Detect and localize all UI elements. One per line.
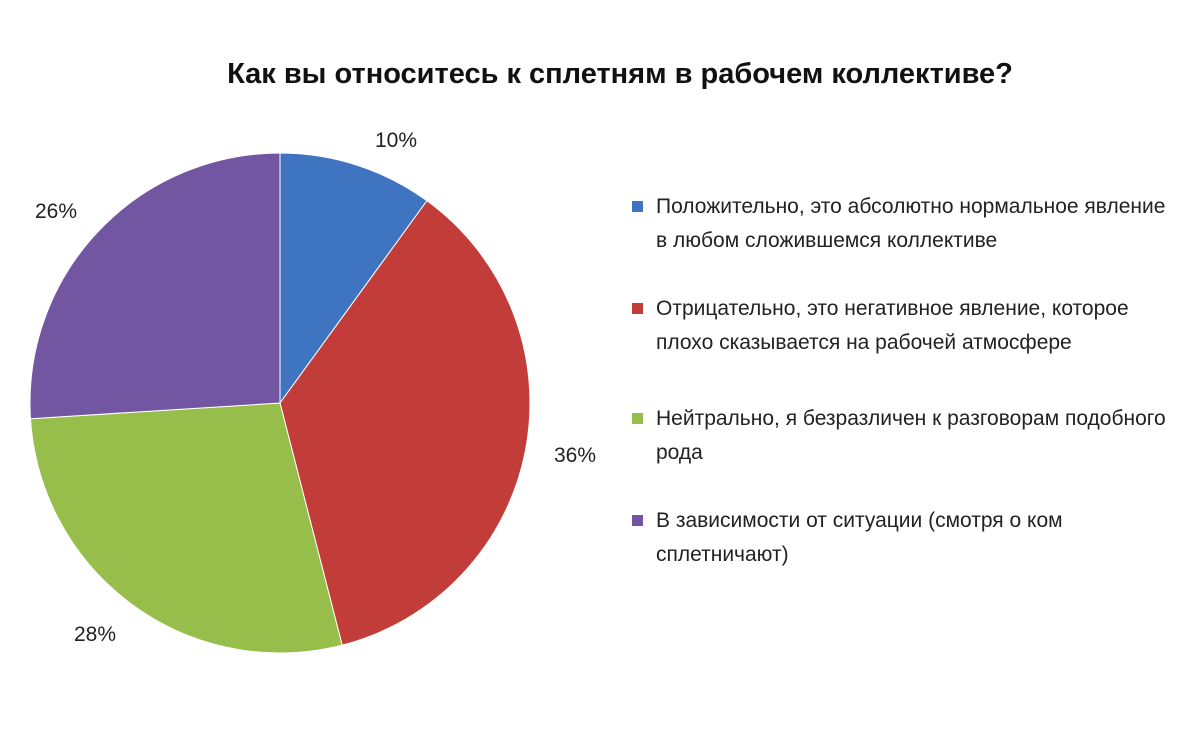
data-label-depends: 26% [34,200,78,223]
legend-swatch-neutral [632,413,643,424]
legend-label-depends: В зависимости от ситуации (смотря о ком … [656,509,1063,566]
legend-item-neutral: Нейтрально, я безразличен к разговорам п… [632,402,1182,470]
legend-label-positive: Положительно, это абсолютно нормальное я… [656,195,1166,252]
legend-swatch-negative [632,303,643,314]
data-label-positive: 10% [374,129,418,152]
pie-slice-positive [279,152,428,405]
pie-slice-neutral [29,402,343,654]
pie-slice-negative [279,200,531,646]
legend-swatch-positive [632,201,643,212]
legend-label-negative: Отрицательно, это негативное явление, ко… [656,297,1129,354]
legend: Положительно, это абсолютно нормальное я… [632,190,1182,572]
legend-swatch-depends [632,515,643,526]
legend-item-negative: Отрицательно, это негативное явление, ко… [632,292,1182,360]
legend-item-depends: В зависимости от ситуации (смотря о ком … [632,504,1182,572]
legend-label-neutral: Нейтрально, я безразличен к разговорам п… [656,407,1166,464]
pie-slice-depends [29,152,281,420]
chart-title: Как вы относитесь к сплетням в рабочем к… [227,58,1013,90]
data-label-neutral: 28% [73,623,117,646]
legend-item-positive: Положительно, это абсолютно нормальное я… [632,190,1182,258]
data-label-negative: 36% [553,444,597,467]
